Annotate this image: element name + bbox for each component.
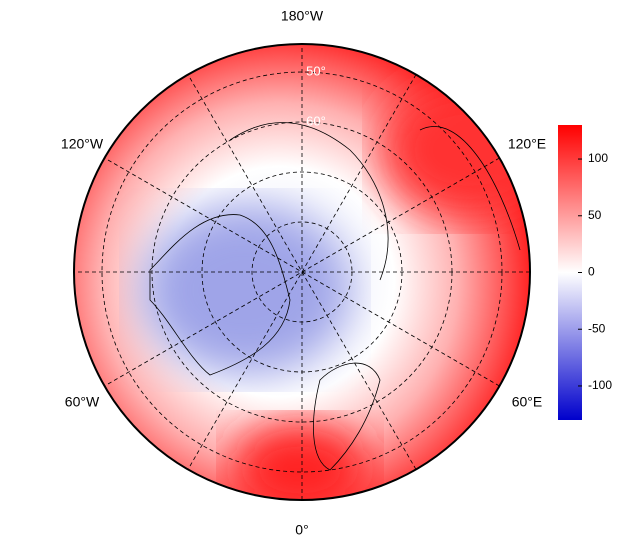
- map-boundary: [73, 43, 531, 501]
- colorbar-tick-label: -100: [588, 378, 612, 392]
- longitude-label: 120°E: [508, 136, 546, 152]
- longitude-label: 0°: [295, 522, 308, 538]
- meridian: [187, 74, 417, 470]
- longitude-label: 60°W: [65, 394, 100, 410]
- colorbar-tick-label: 100: [588, 151, 608, 165]
- colorbar-tick-label: 50: [588, 208, 602, 222]
- latitude-label: 60°: [306, 113, 326, 128]
- colorbar: 100 50 0 -50 -100: [558, 125, 612, 420]
- labels: 180°W 120°W 120°E 60°W 60°E 0° 50° 60°: [61, 8, 546, 538]
- latitude-label: 50°: [306, 63, 326, 78]
- colorbar-tick-label: -50: [588, 321, 606, 335]
- longitude-label: 180°W: [281, 8, 324, 24]
- field: [74, 44, 530, 500]
- longitude-label: 120°W: [61, 136, 104, 152]
- graticule: [74, 44, 530, 500]
- longitude-label: 60°E: [512, 394, 543, 410]
- colorbar-tick-label: 0: [588, 265, 595, 279]
